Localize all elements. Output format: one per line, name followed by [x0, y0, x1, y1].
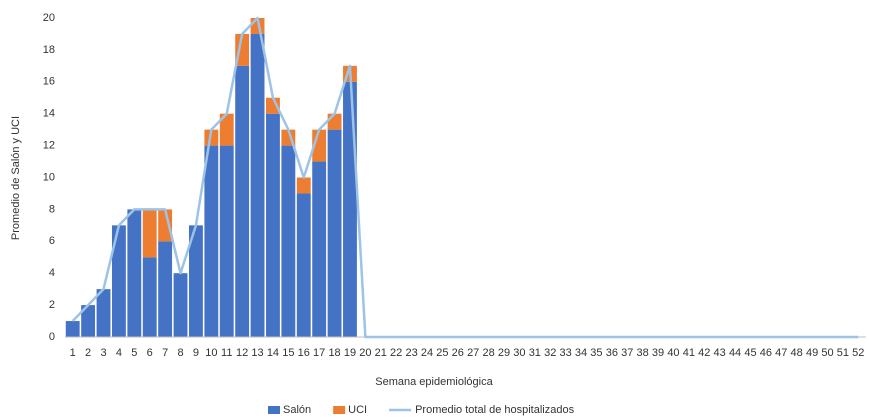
x-tick-label: 30	[513, 347, 525, 359]
x-tick-label: 17	[313, 347, 325, 359]
x-tick-label: 46	[760, 347, 772, 359]
x-tick-label: 1	[70, 347, 76, 359]
x-tick-label: 9	[193, 347, 199, 359]
x-tick-label: 14	[267, 347, 279, 359]
bar	[343, 81, 357, 337]
x-tick-label: 10	[205, 347, 217, 359]
y-tick-label: 8	[49, 203, 55, 215]
x-tick-label: 21	[375, 347, 387, 359]
x-tick-label: 43	[714, 347, 726, 359]
x-tick-label: 23	[405, 347, 417, 359]
x-tick-label: 37	[621, 347, 633, 359]
bar	[235, 65, 250, 337]
y-tick-label: 6	[49, 235, 55, 247]
legend-label: Salón	[283, 404, 311, 416]
y-tick-label: 16	[43, 76, 55, 88]
y-tick-label: 14	[43, 108, 55, 120]
x-tick-label: 27	[467, 347, 479, 359]
x-tick-label: 25	[436, 347, 448, 359]
bar	[142, 209, 157, 258]
bar	[127, 209, 142, 337]
x-tick-label: 40	[667, 347, 679, 359]
x-tick-label: 22	[390, 347, 402, 359]
x-tick-label: 15	[282, 347, 294, 359]
x-tick-label: 6	[147, 347, 153, 359]
x-tick-label: 52	[852, 347, 864, 359]
x-tick-label: 48	[791, 347, 803, 359]
bar	[111, 225, 126, 337]
legend-swatch	[268, 406, 280, 414]
bar	[142, 257, 157, 337]
bar	[327, 129, 342, 337]
x-tick-label: 36	[606, 347, 618, 359]
x-tick-label: 16	[298, 347, 310, 359]
x-tick-label: 42	[698, 347, 710, 359]
x-tick-label: 50	[821, 347, 833, 359]
y-tick-label: 4	[49, 267, 55, 279]
x-tick-label: 49	[806, 347, 818, 359]
x-tick-label: 3	[100, 347, 106, 359]
x-tick-label: 29	[498, 347, 510, 359]
legend-label: UCI	[348, 404, 367, 416]
bar	[96, 289, 111, 337]
x-tick-label: 35	[590, 347, 602, 359]
x-tick-label: 38	[637, 347, 649, 359]
bar	[204, 129, 219, 146]
y-tick-label: 2	[49, 299, 55, 311]
y-axis-label: Promedio de Salón y UCI	[10, 116, 22, 240]
x-tick-label: 32	[544, 347, 556, 359]
x-tick-label: 11	[221, 347, 232, 359]
bar	[266, 97, 280, 114]
x-tick-label: 31	[529, 347, 541, 359]
y-tick-label: 20	[43, 12, 55, 24]
line-series	[71, 16, 859, 339]
x-tick-label: 19	[344, 347, 356, 359]
bar	[219, 145, 234, 337]
x-tick-label: 5	[131, 347, 137, 359]
x-tick-label: 26	[452, 347, 464, 359]
x-tick-label: 45	[744, 347, 756, 359]
x-tick-label: 44	[729, 347, 741, 359]
legend-swatch	[333, 406, 346, 414]
bar	[65, 321, 80, 337]
bar	[204, 145, 219, 337]
x-tick-label: 28	[482, 347, 494, 359]
bar	[281, 145, 296, 337]
x-tick-label: 24	[421, 347, 433, 359]
bar	[296, 177, 311, 194]
legend-label: Promedio total de hospitalizados	[415, 404, 574, 416]
x-axis-label: Semana epidemiológica	[375, 376, 493, 388]
x-tick-label: 34	[575, 347, 587, 359]
bar	[296, 193, 311, 337]
x-tick-label: 4	[116, 347, 122, 359]
x-tick-label: 20	[359, 347, 371, 359]
x-tick-label: 2	[85, 347, 91, 359]
y-tick-label: 18	[43, 44, 55, 56]
bar	[158, 209, 173, 242]
bar	[219, 113, 234, 146]
bar	[81, 305, 96, 337]
bar	[189, 225, 203, 337]
bar	[158, 241, 173, 337]
x-tick-label: 33	[560, 347, 572, 359]
x-tick-label: 18	[328, 347, 340, 359]
y-tick-label: 0	[49, 331, 55, 343]
x-tick-label: 13	[251, 347, 263, 359]
bar	[327, 113, 342, 130]
x-tick-label: 41	[683, 347, 695, 359]
x-tick-label: 51	[837, 347, 849, 359]
x-tick-label: 47	[775, 347, 787, 359]
bar	[173, 273, 188, 337]
bar	[250, 33, 265, 337]
y-tick-label: 10	[43, 171, 55, 183]
y-tick-label: 12	[43, 140, 55, 152]
x-tick-label: 39	[652, 347, 664, 359]
x-tick-label: 7	[162, 347, 168, 359]
x-tick-label: 8	[177, 347, 183, 359]
bar	[312, 161, 327, 337]
x-tick-label: 12	[236, 347, 248, 359]
bar	[266, 113, 280, 337]
